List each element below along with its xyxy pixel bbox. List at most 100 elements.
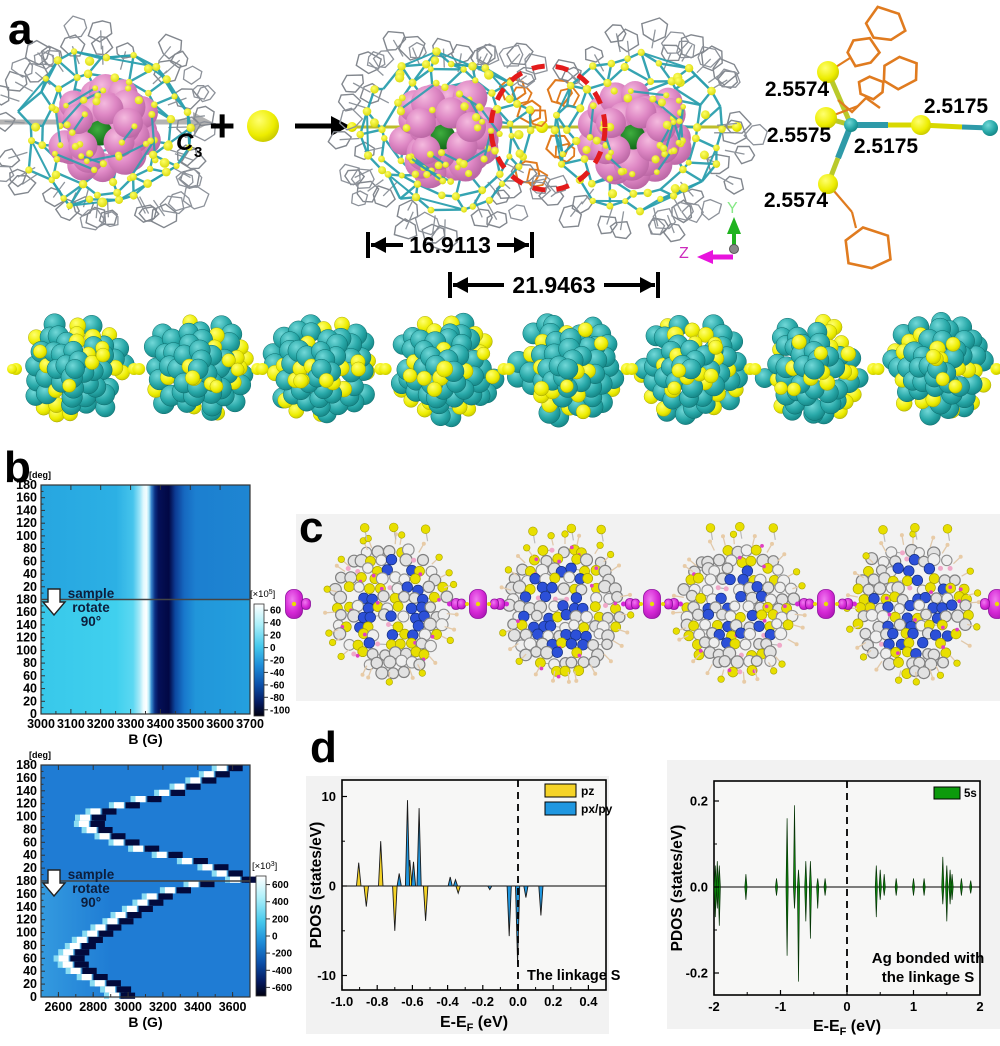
svg-text:1: 1 [910,999,917,1014]
svg-text:2.5175: 2.5175 [924,95,989,118]
svg-text:2.5175: 2.5175 [854,135,919,158]
svg-text:200: 200 [272,914,289,925]
svg-text:160: 160 [16,605,37,619]
svg-text:-2: -2 [708,999,720,1014]
svg-text:140: 140 [16,503,37,517]
svg-text:400: 400 [272,897,289,908]
svg-text:90°: 90° [81,895,101,910]
svg-text:600: 600 [272,880,289,891]
svg-text:sample: sample [68,867,115,882]
svg-text:-80: -80 [270,693,285,704]
svg-text:140: 140 [16,618,37,632]
svg-text:[deg]: [deg] [29,750,51,760]
svg-text:-40: -40 [270,668,285,679]
svg-text:0: 0 [272,932,278,943]
svg-text:60: 60 [23,669,37,683]
svg-text:-200: -200 [272,949,292,960]
svg-text:60: 60 [23,951,37,965]
svg-text:3000: 3000 [114,1000,142,1014]
svg-text:3600: 3600 [206,717,234,731]
svg-text:pz: pz [581,784,594,798]
svg-text:C: C [176,129,194,156]
svg-text:40: 40 [23,567,37,581]
svg-text:-100: -100 [270,705,290,716]
svg-text:80: 80 [23,938,37,952]
svg-text:20: 20 [270,631,282,642]
svg-text:rotate: rotate [72,881,110,896]
svg-text:-0.2: -0.2 [472,994,494,1009]
svg-text:120: 120 [16,913,37,927]
svg-text:80: 80 [23,542,37,556]
svg-text:3700: 3700 [236,717,264,731]
svg-text:Y: Y [727,200,738,217]
svg-text:140: 140 [16,900,37,914]
svg-text:0: 0 [329,879,336,894]
svg-text:-600: -600 [272,983,292,994]
svg-text:-1.0: -1.0 [331,994,353,1009]
svg-text:a: a [8,5,33,54]
svg-text:-0.6: -0.6 [401,994,423,1009]
svg-text:[deg]: [deg] [29,470,51,480]
svg-text:-10: -10 [317,968,336,983]
svg-text:px/py: px/py [581,802,613,816]
svg-text:120: 120 [16,516,37,530]
svg-text:160: 160 [16,771,37,785]
svg-text:160: 160 [16,491,37,505]
svg-text:160: 160 [16,887,37,901]
svg-text:d: d [310,723,337,772]
svg-text:-0.4: -0.4 [436,994,459,1009]
svg-text:-20: -20 [270,656,285,667]
svg-text:100: 100 [16,643,37,657]
svg-text:10: 10 [322,789,336,804]
svg-text:0.0: 0.0 [509,994,527,1009]
svg-text:3600: 3600 [219,1000,247,1014]
svg-text:0.4: 0.4 [579,994,598,1009]
svg-text:2800: 2800 [79,1000,107,1014]
svg-text:Ag bonded with: Ag bonded with [872,950,984,967]
svg-text:40: 40 [270,618,282,629]
svg-text:sample: sample [68,586,115,601]
svg-text:The linkage S: The linkage S [527,968,621,984]
svg-text:21.9463: 21.9463 [512,272,595,298]
svg-text:60: 60 [23,835,37,849]
svg-text:-60: -60 [270,680,285,691]
svg-text:0: 0 [843,999,850,1014]
svg-text:20: 20 [23,694,37,708]
svg-text:B (G): B (G) [128,731,162,747]
svg-text:PDOS (states/eV): PDOS (states/eV) [669,825,686,952]
svg-text:3400: 3400 [146,717,174,731]
svg-text:3200: 3200 [87,717,115,731]
svg-text:16.9113: 16.9113 [409,232,491,258]
svg-text:Z: Z [679,245,689,262]
svg-text:c: c [299,503,323,552]
svg-text:180: 180 [16,593,37,607]
svg-text:0: 0 [270,643,276,654]
svg-text:2.5575: 2.5575 [767,124,832,147]
svg-text:140: 140 [16,784,37,798]
svg-text:the linkage S: the linkage S [882,969,975,986]
svg-text:120: 120 [16,631,37,645]
svg-text:5s: 5s [964,788,977,800]
svg-text:3000: 3000 [27,717,55,731]
svg-text:3100: 3100 [57,717,85,731]
svg-text:180: 180 [16,758,37,772]
svg-text:3500: 3500 [176,717,204,731]
svg-text:2.5574: 2.5574 [765,78,830,101]
svg-text:B (G): B (G) [128,1014,162,1030]
svg-text:-400: -400 [272,966,292,977]
svg-text:60: 60 [23,554,37,568]
svg-text:2.5574: 2.5574 [764,189,829,212]
svg-text:60: 60 [270,606,282,617]
svg-text:2600: 2600 [44,1000,72,1014]
svg-text:80: 80 [23,656,37,670]
svg-text:20: 20 [23,861,37,875]
svg-text:180: 180 [16,874,37,888]
svg-text:40: 40 [23,964,37,978]
svg-text:120: 120 [16,797,37,811]
svg-text:3200: 3200 [149,1000,177,1014]
svg-text:20: 20 [23,977,37,991]
svg-text:-0.8: -0.8 [366,994,388,1009]
svg-text:40: 40 [23,682,37,696]
svg-text:rotate: rotate [72,600,110,615]
svg-text:100: 100 [16,926,37,940]
